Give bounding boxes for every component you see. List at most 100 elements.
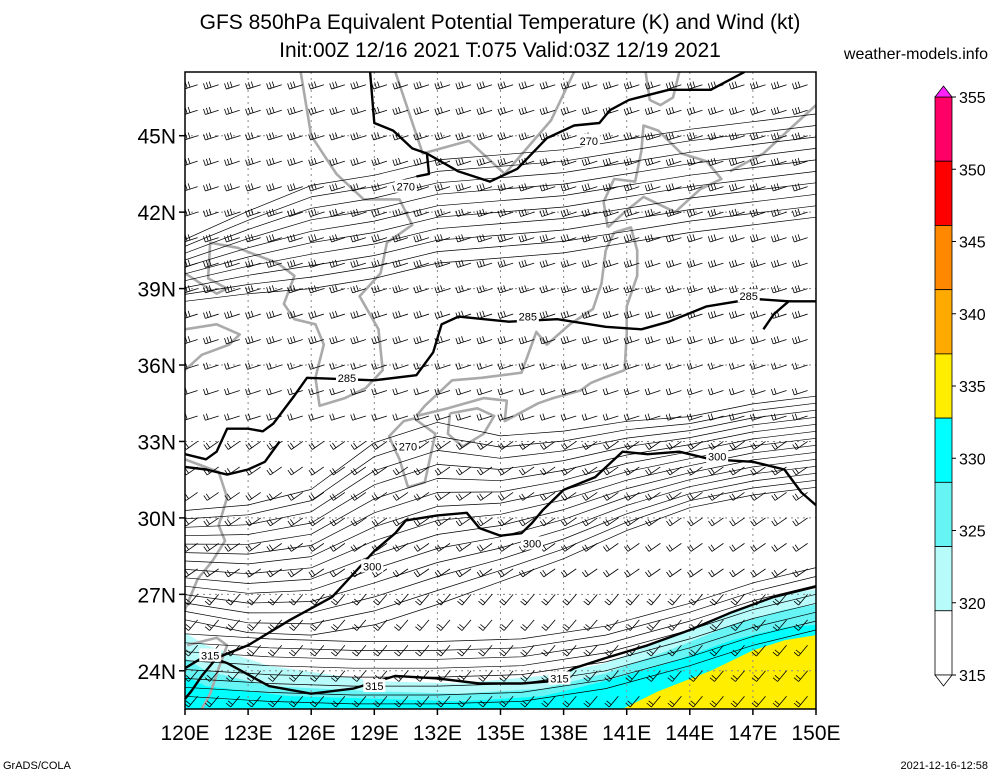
barb-flag xyxy=(248,107,251,114)
barb-shaft xyxy=(499,262,514,268)
barb-flag xyxy=(623,134,627,141)
barb-flag xyxy=(224,83,227,90)
barb-flag xyxy=(750,495,755,501)
wind-barb xyxy=(771,208,787,217)
barb-flag xyxy=(308,363,311,370)
barb-shaft xyxy=(541,364,556,370)
wind-barb xyxy=(644,310,661,319)
barb-shaft xyxy=(310,339,324,345)
barb-flag xyxy=(482,183,485,190)
barb-flag xyxy=(794,158,798,165)
barb-shaft xyxy=(688,415,703,421)
barb-flag xyxy=(308,261,311,268)
barb-shaft xyxy=(185,568,198,578)
barb-shaft xyxy=(377,696,388,708)
barb-flag xyxy=(437,337,440,344)
barb-flag xyxy=(708,546,713,552)
barb-flag xyxy=(371,83,374,90)
barb-flag xyxy=(797,183,801,190)
wind-barb xyxy=(686,183,703,192)
barb-shaft xyxy=(625,364,640,370)
wind-barb xyxy=(266,310,282,319)
lat-tick-label: 36N xyxy=(137,355,176,378)
footer-software: GrADS/COLA xyxy=(3,760,71,772)
wind-barb xyxy=(350,441,367,450)
barb-flag xyxy=(205,544,210,550)
wind-barb xyxy=(497,568,514,578)
barb-flag xyxy=(793,677,799,682)
barb-shaft xyxy=(268,84,282,90)
wind-barb xyxy=(623,132,640,141)
barb-flag xyxy=(182,338,184,344)
barb-shaft xyxy=(249,543,261,552)
wind-barb xyxy=(603,568,619,578)
barb-flag xyxy=(248,133,251,140)
barb-shaft xyxy=(524,619,535,631)
barb-shaft xyxy=(520,186,535,192)
barb-flag xyxy=(332,260,335,267)
barb-flag xyxy=(501,700,507,705)
wind-barb xyxy=(771,466,787,476)
barb-flag xyxy=(269,362,272,369)
wind-barb xyxy=(204,619,219,631)
barb-flag xyxy=(668,544,673,550)
wind-barb xyxy=(478,594,493,606)
barb-flag xyxy=(434,469,439,476)
wind-barb xyxy=(434,492,451,501)
barb-flag xyxy=(479,235,483,242)
barb-flag xyxy=(563,570,568,576)
barb-flag xyxy=(313,132,317,139)
barb-shaft xyxy=(436,390,451,396)
wind-barb xyxy=(329,441,346,450)
barb-flag xyxy=(644,414,648,421)
barb-flag xyxy=(749,261,753,268)
wind-barb xyxy=(434,441,451,450)
wind-barb xyxy=(266,157,282,166)
barb-flag xyxy=(182,109,184,115)
barb-flag xyxy=(329,210,332,217)
barb-shaft xyxy=(520,262,535,268)
wind-barb xyxy=(455,336,472,345)
barb-flag xyxy=(415,600,421,606)
wind-barb xyxy=(476,285,493,294)
colorbar-label: 355 xyxy=(959,90,986,107)
barb-flag xyxy=(669,700,675,705)
barb-shaft xyxy=(651,619,661,631)
wind-barb xyxy=(707,285,724,294)
wind-barb xyxy=(287,132,303,141)
wind-barb xyxy=(581,234,598,243)
barb-flag xyxy=(455,469,460,476)
wind-barb xyxy=(308,362,324,370)
barb-shaft xyxy=(480,441,493,450)
barb-flag xyxy=(542,388,546,395)
barb-flag xyxy=(500,209,504,216)
barb-shaft xyxy=(227,517,240,527)
barb-flag xyxy=(584,544,589,550)
wind-barb xyxy=(749,183,766,192)
barb-shaft xyxy=(541,160,556,166)
barb-flag xyxy=(329,388,332,395)
barb-flag xyxy=(518,108,522,115)
barb-flag xyxy=(644,236,648,243)
barb-flag xyxy=(503,234,506,241)
wind-barb xyxy=(603,466,619,476)
barb-flag xyxy=(458,519,463,525)
colorbar-label: 325 xyxy=(959,524,986,541)
barb-flag xyxy=(666,444,671,450)
barb-flag xyxy=(692,132,696,139)
barb-shaft xyxy=(205,84,219,90)
barb-flag xyxy=(587,208,591,215)
barb-flag xyxy=(224,287,227,294)
wind-barb xyxy=(457,594,472,606)
wind-barb xyxy=(625,619,640,631)
barb-flag xyxy=(438,624,444,629)
barb-flag xyxy=(377,157,380,164)
barb-flag xyxy=(710,235,714,242)
wind-barb xyxy=(520,670,535,682)
wind-barb xyxy=(667,594,682,606)
barb-flag xyxy=(524,336,527,343)
wind-barb xyxy=(644,157,661,166)
barb-flag xyxy=(731,286,735,293)
barb-flag xyxy=(566,336,569,343)
wind-barb xyxy=(497,336,514,345)
